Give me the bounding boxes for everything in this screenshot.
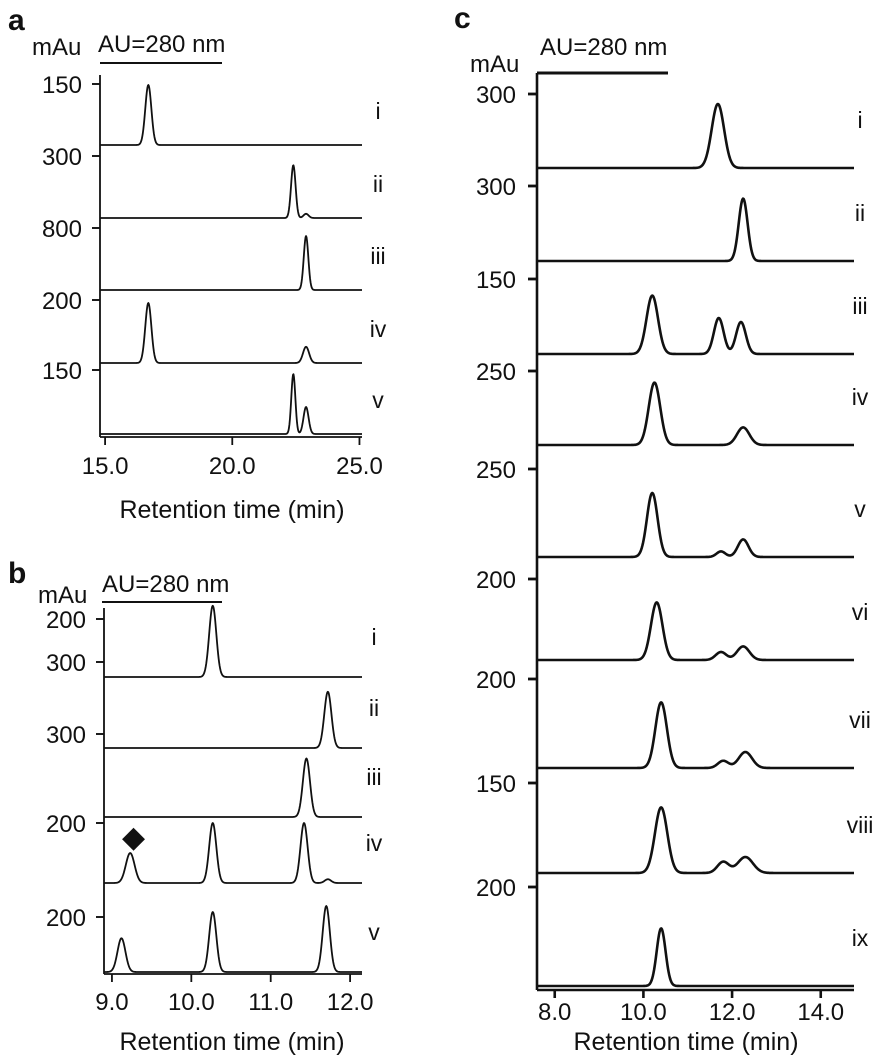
trace-label-c-ii: ii [855, 200, 865, 226]
trace-a-v [99, 373, 363, 435]
trace-label-c-v: v [854, 496, 866, 522]
trace-label-a-ii: ii [373, 171, 383, 197]
scale-label-a-i: 150 [42, 72, 82, 99]
trace-label-a-i: i [375, 98, 380, 124]
trace-label-a-iii: iii [370, 243, 385, 269]
scale-label-c-viii: 150 [476, 771, 516, 798]
trace-b-iii [103, 757, 363, 818]
trace-label-c-iv: iv [852, 384, 869, 410]
trace-label-a-v: v [372, 387, 384, 413]
scale-label-c-iv: 250 [476, 359, 516, 386]
scale-label-c-iii: 150 [476, 267, 516, 294]
scale-label-a-ii: 300 [42, 144, 82, 171]
x-axis-title-b: Retention time (min) [119, 1028, 344, 1056]
panel-letter-a: a [8, 4, 25, 37]
trace-b-v [103, 905, 363, 973]
axes-c [535, 73, 854, 992]
scale-label-b-i: 200 [46, 607, 86, 634]
x-tick-label-a-15.0: 15.0 [82, 453, 129, 480]
scale-label-b-iv: 200 [46, 811, 86, 838]
x-tick-label-c-8.0: 8.0 [538, 999, 571, 1026]
trace-label-c-ix: ix [852, 925, 869, 951]
trace-c-v [536, 491, 855, 559]
diamond-annotation: ◆ [122, 821, 145, 854]
trace-c-i [536, 102, 855, 170]
scale-label-b-ii: 300 [46, 650, 86, 677]
trace-label-b-iii: iii [366, 764, 381, 790]
traces-a: 150 i 300 ii 800 iii 200 iv 150 v [42, 72, 387, 435]
scale-label-c-v: 250 [476, 457, 516, 484]
traces-b: 200 i 300 ii 300 iii 200 iv 200 v [46, 604, 383, 973]
trace-label-b-ii: ii [369, 695, 379, 721]
scale-label-b-iii: 300 [46, 722, 86, 749]
x-ticks-a: 15.0 20.0 25.0 [82, 437, 383, 480]
trace-a-ii [99, 164, 363, 219]
x-tick-label-b-11.0: 11.0 [248, 989, 293, 1016]
trace-a-iii [99, 235, 363, 291]
trace-b-ii [103, 690, 363, 749]
trace-c-vi [536, 601, 855, 662]
unit-label-c: mAu [470, 51, 519, 78]
axes-a [99, 75, 362, 438]
trace-label-c-i: i [857, 107, 862, 133]
x-tick-label-b-10.0: 10.0 [168, 989, 215, 1016]
trace-label-a-iv: iv [370, 316, 387, 342]
traces-c: 300 i 300 ii 150 iii 250 iv 250 v 200 vi 200 vii 150 vi… [476, 82, 874, 988]
x-axis-title-a: Retention time (min) [119, 496, 344, 524]
scale-label-c-vi: 200 [476, 567, 516, 594]
x-tick-label-b-9.0: 9.0 [95, 989, 128, 1016]
trace-c-ix [536, 927, 855, 988]
panel-a: a mAu AU=280 nm 150 i 300 ii 800 iii 200 iv 150 v… [8, 4, 387, 524]
x-tick-label-c-14.0: 14.0 [797, 999, 844, 1026]
trace-a-i [99, 84, 363, 146]
unit-label-b: mAu [38, 582, 87, 609]
detection-label-a: AU=280 nm [98, 31, 225, 58]
panel-c: c mAu AU=280 nm 300 i 300 ii 150 iii 250 iv 250 v… [454, 2, 873, 1056]
axes-b [103, 608, 362, 975]
x-tick-label-c-10.0: 10.0 [620, 999, 667, 1026]
x-tick-label-a-20.0: 20.0 [209, 453, 256, 480]
trace-a-iv [99, 302, 363, 364]
scale-label-a-iv: 200 [42, 288, 82, 315]
x-axis-title-c: Retention time (min) [573, 1028, 798, 1056]
x-tick-label-b-12.0: 12.0 [327, 989, 374, 1016]
trace-c-iv [536, 381, 855, 447]
scale-label-a-v: 150 [42, 358, 82, 385]
trace-c-iii [536, 294, 855, 356]
scale-label-a-iii: 800 [42, 216, 82, 243]
x-ticks-c: 8.0 10.0 12.0 14.0 [538, 990, 844, 1026]
trace-label-b-iv: iv [366, 830, 383, 856]
x-ticks-b: 9.0 10.0 11.0 12.0 [95, 974, 373, 1016]
trace-b-iv [103, 822, 363, 884]
panel-letter-c: c [454, 2, 471, 35]
scale-label-c-ix: 200 [476, 875, 516, 902]
trace-c-viii [536, 806, 855, 875]
x-tick-label-c-12.0: 12.0 [709, 999, 756, 1026]
trace-c-vii [536, 701, 855, 770]
unit-label-a: mAu [32, 34, 81, 61]
trace-label-c-viii: viii [847, 812, 874, 838]
detection-label-b: AU=280 nm [102, 571, 229, 598]
detection-label-c: AU=280 nm [540, 34, 667, 61]
trace-label-b-v: v [368, 919, 380, 945]
trace-b-i [103, 604, 363, 678]
scale-label-b-v: 200 [46, 905, 86, 932]
trace-label-c-iii: iii [852, 293, 867, 319]
trace-label-c-vii: vii [849, 707, 871, 733]
trace-label-c-vi: vi [852, 599, 869, 625]
panel-letter-b: b [8, 557, 26, 590]
scale-label-c-i: 300 [476, 82, 516, 109]
panel-b: b mAu AU=280 nm ◆ 200i300ii300iii200iv20… [8, 557, 383, 1056]
trace-c-ii [536, 197, 855, 263]
scale-label-c-vii: 200 [476, 667, 516, 694]
x-tick-label-a-25.0: 25.0 [336, 453, 383, 480]
scale-label-c-ii: 300 [476, 174, 516, 201]
trace-label-b-i: i [371, 624, 376, 650]
